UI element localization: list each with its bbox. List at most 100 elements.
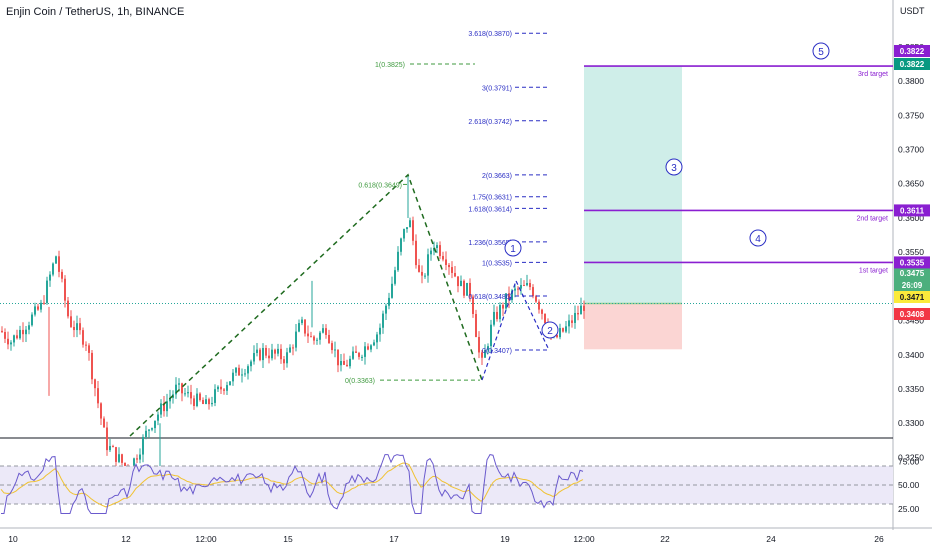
candle-body	[103, 418, 105, 428]
price-tick-label: 0.3600	[898, 213, 924, 223]
candle-body	[49, 274, 51, 281]
price-badge	[894, 45, 930, 57]
candle-body	[415, 240, 417, 266]
candle-body	[442, 256, 444, 260]
candle-body	[262, 347, 264, 361]
candle-body	[526, 283, 528, 286]
candle-body	[490, 324, 492, 347]
candle-body	[454, 272, 456, 277]
candle-body	[244, 373, 246, 375]
candle-body	[247, 366, 249, 374]
candle-body	[388, 297, 390, 306]
candle-body	[229, 381, 231, 386]
candle-body	[166, 401, 168, 412]
candle-body	[475, 313, 477, 337]
candle-body	[223, 389, 225, 391]
candle-body	[352, 351, 354, 359]
candle-body	[97, 388, 99, 404]
candle-body	[241, 374, 243, 376]
fib-level-label: 3.618(0.3870)	[468, 31, 512, 38]
wave-label: 4	[755, 234, 761, 245]
candle-body	[343, 361, 345, 365]
candle-body	[460, 280, 462, 287]
candle-body	[271, 349, 273, 359]
candle-body	[19, 329, 21, 339]
price-badge	[894, 291, 930, 303]
candle-body	[493, 311, 495, 325]
price-tick-label: 0.3750	[898, 110, 924, 120]
candle-body	[391, 283, 393, 298]
candle-body	[7, 338, 9, 345]
target-price-badge	[894, 256, 930, 269]
price-tick-label: 0.3450	[898, 316, 924, 326]
price-tick-label: 0.3700	[898, 145, 924, 155]
candle-body	[145, 430, 147, 438]
candle-body	[193, 398, 195, 407]
candle-body	[298, 323, 300, 332]
candle-body	[256, 349, 258, 354]
candle-body	[340, 361, 342, 366]
price-badge	[894, 279, 930, 291]
candle-body	[253, 353, 255, 362]
candle-body	[211, 402, 213, 405]
candle-body	[517, 288, 519, 290]
price-badge	[894, 267, 930, 279]
time-tick-label: 15	[283, 534, 293, 544]
rsi-line	[1, 454, 584, 514]
candle-body	[16, 335, 18, 339]
candle-body	[232, 372, 234, 382]
candle-body	[181, 383, 183, 394]
candle-body	[28, 325, 30, 330]
target-price-badge-text: 0.3535	[900, 258, 925, 267]
candle-body	[385, 305, 387, 314]
candle-body	[565, 326, 567, 332]
candle-body	[313, 336, 315, 341]
candle-body	[13, 335, 15, 343]
fib-level-label: 3(0.3791)	[482, 85, 512, 92]
candle-body	[178, 383, 180, 385]
candle-body	[499, 305, 501, 320]
candle-body	[283, 359, 285, 364]
candle-body	[319, 332, 321, 340]
candle-body	[268, 355, 270, 359]
price-badge	[894, 308, 930, 320]
candle-body	[82, 330, 84, 345]
candle-body	[157, 414, 159, 421]
candle-body	[433, 247, 435, 251]
candle-body	[238, 367, 240, 376]
candle-body	[76, 323, 78, 331]
candle-body	[307, 333, 309, 337]
candle-body	[148, 429, 150, 431]
candle-body	[151, 428, 153, 430]
candle-body	[403, 229, 405, 239]
candle-body	[505, 293, 507, 309]
candle-body	[202, 400, 204, 404]
candle-body	[70, 316, 72, 327]
candle-body	[541, 309, 543, 314]
candle-body	[325, 328, 327, 335]
candle-body	[496, 311, 498, 320]
candle-body	[358, 352, 360, 357]
currency-label: USDT	[900, 6, 925, 16]
candle-body	[1, 330, 3, 333]
candle-body	[85, 344, 87, 346]
candle-body	[61, 271, 63, 279]
target-label: 2nd target	[856, 215, 888, 222]
wave-label-circle	[541, 321, 559, 339]
candle-body	[163, 403, 165, 412]
candle-body	[43, 302, 45, 304]
price-badge-text: 0.3475	[900, 269, 925, 278]
price-badge-text: 0.3471	[900, 293, 925, 302]
wave-path	[129, 173, 483, 437]
candle-body	[331, 343, 333, 351]
candle-body	[337, 349, 339, 366]
rsi-tick-label: 50.00	[898, 480, 920, 490]
symbol-title: Enjin Coin / TetherUS, 1h, BINANCE	[6, 6, 185, 18]
time-tick-label: 12	[121, 534, 131, 544]
candle-body	[25, 329, 27, 335]
candle-body	[409, 220, 411, 228]
candle-body	[580, 305, 582, 315]
